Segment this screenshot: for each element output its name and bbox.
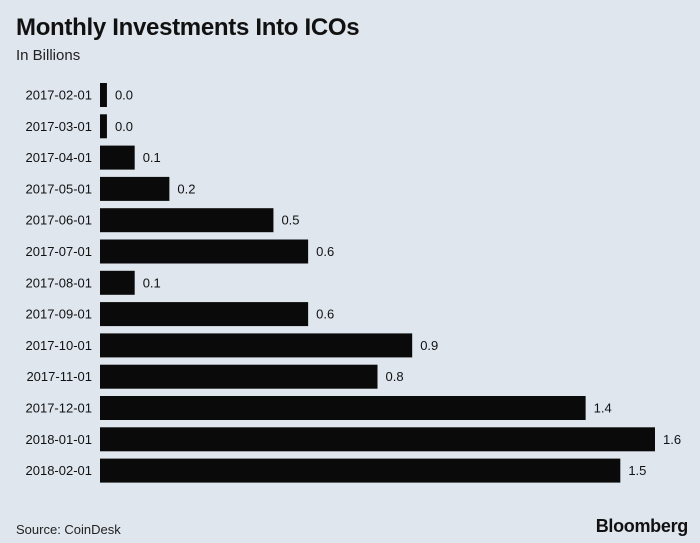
category-label: 2018-02-01 <box>26 463 93 478</box>
category-label: 2018-01-01 <box>26 432 93 447</box>
bar <box>100 427 655 452</box>
value-label: 0.6 <box>316 244 334 259</box>
chart-title: Monthly Investments Into ICOs <box>16 14 360 41</box>
value-label: 1.6 <box>663 432 681 447</box>
value-label: 0.1 <box>143 275 161 290</box>
value-label: 0.6 <box>316 307 334 322</box>
value-label: 1.4 <box>594 401 612 416</box>
value-label: 0.0 <box>115 119 133 134</box>
category-label: 2017-07-01 <box>26 244 93 259</box>
value-label: 0.1 <box>143 150 161 165</box>
category-label: 2017-06-01 <box>26 213 93 228</box>
chart-subtitle: In Billions <box>16 47 81 64</box>
bar <box>100 239 309 264</box>
value-label: 0.9 <box>420 338 438 353</box>
bar <box>100 302 309 327</box>
category-label: 2017-05-01 <box>26 181 93 196</box>
bar <box>100 114 107 139</box>
value-label: 0.5 <box>281 213 299 228</box>
bar <box>100 208 274 233</box>
source-note: Source: CoinDesk <box>16 522 121 537</box>
value-label: 0.0 <box>115 88 133 103</box>
bar <box>100 83 107 107</box>
category-label: 2017-10-01 <box>26 338 93 353</box>
category-label: 2017-02-01 <box>26 88 93 103</box>
category-label: 2017-12-01 <box>26 401 93 416</box>
value-label: 1.5 <box>628 463 646 478</box>
category-label: 2017-08-01 <box>26 275 93 290</box>
bar <box>100 145 135 170</box>
value-label: 0.8 <box>386 369 404 384</box>
value-label: 0.2 <box>177 181 195 196</box>
category-label: 2017-11-01 <box>26 369 92 384</box>
category-label: 2017-03-01 <box>26 119 93 134</box>
category-label: 2017-09-01 <box>26 307 93 322</box>
bar <box>100 270 135 295</box>
bar <box>100 176 170 201</box>
bar <box>100 364 378 389</box>
bar <box>100 458 621 483</box>
category-label: 2017-04-01 <box>26 150 93 165</box>
bar <box>100 396 586 420</box>
bar <box>100 333 413 358</box>
bloomberg-logo: Bloomberg <box>595 516 689 536</box>
